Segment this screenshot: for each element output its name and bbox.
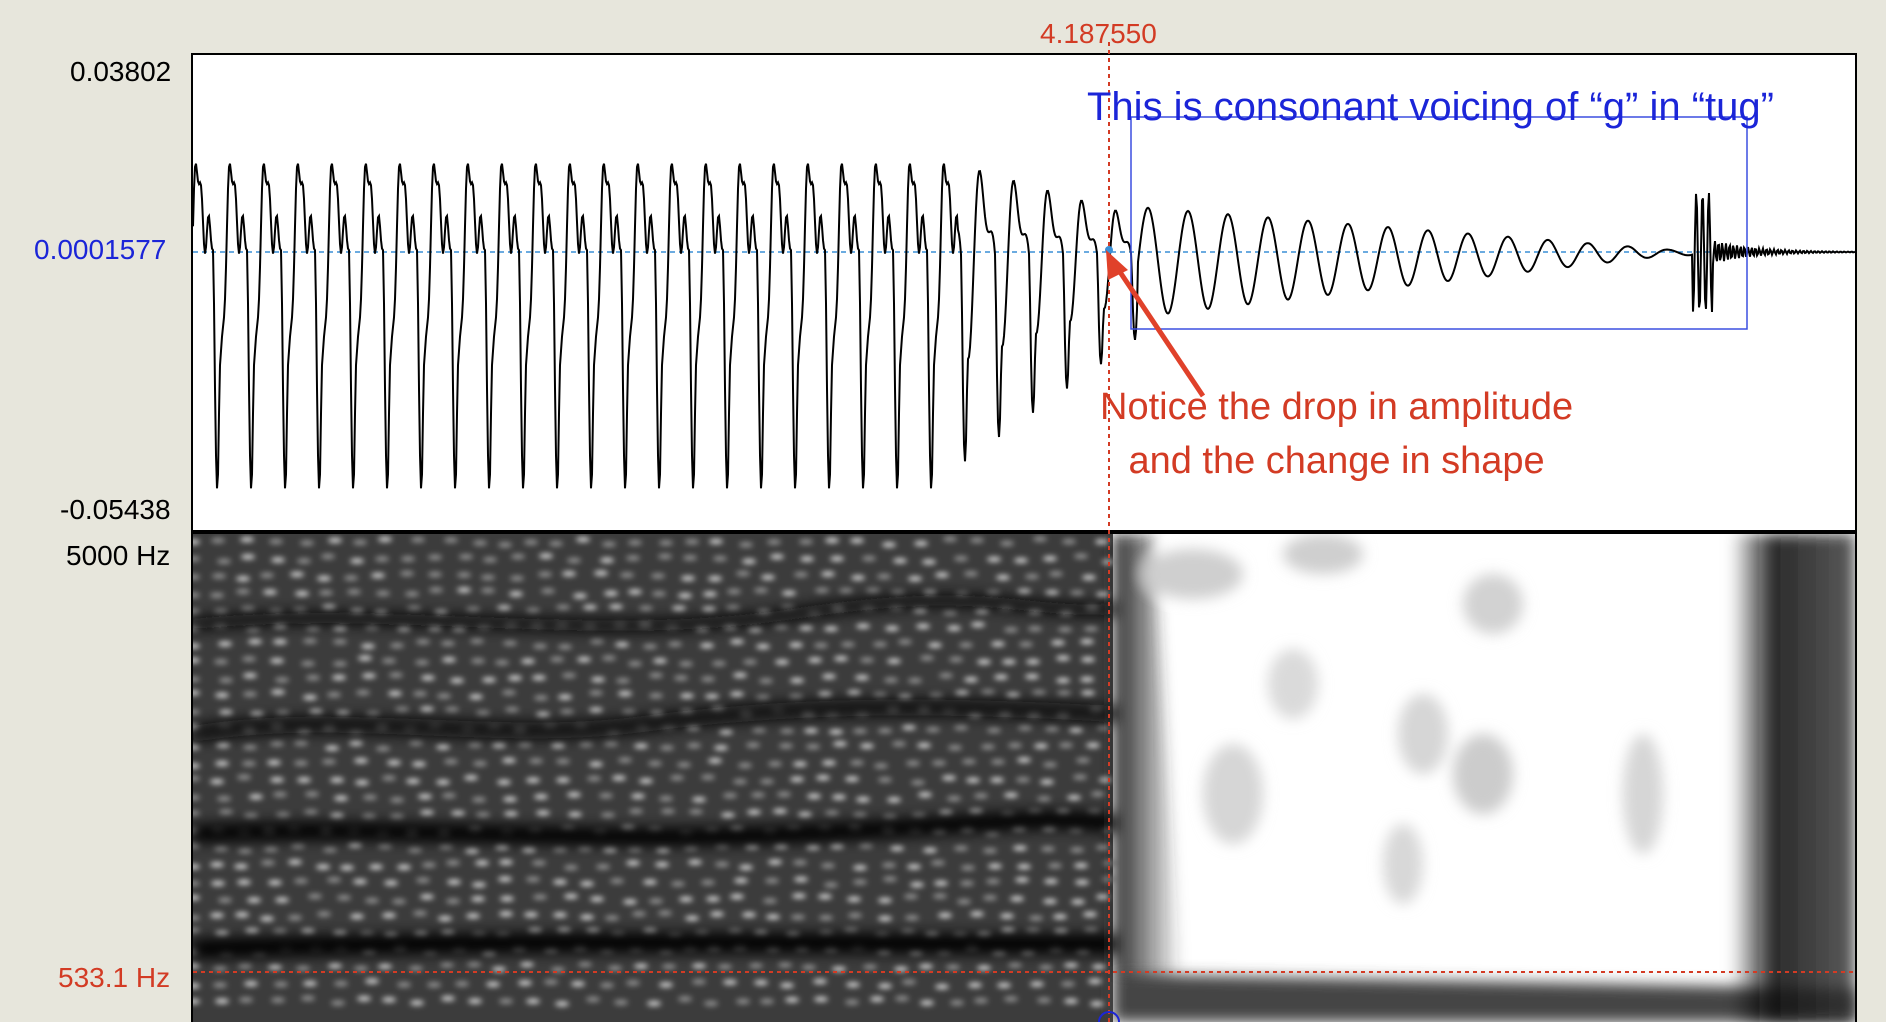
waveform-panel[interactable] xyxy=(191,53,1857,532)
amplitude-annotation-line2: and the change in shape xyxy=(1128,440,1545,482)
amplitude-annotation-line1: Notice the drop in amplitude xyxy=(1100,386,1574,428)
waveform-y-zero-label: 0.0001577 xyxy=(34,234,167,265)
voicing-highlight-box xyxy=(1130,116,1748,330)
voicing-annotation: This is consonant voicing of “g” in “tug… xyxy=(1087,85,1774,129)
spectrogram-y-max-label: 5000 Hz xyxy=(66,540,171,571)
amplitude-annotation: Notice the drop in amplitude and the cha… xyxy=(1100,380,1573,488)
waveform-plot xyxy=(193,116,1855,489)
release-burst xyxy=(1731,534,1855,1022)
waveform-trace xyxy=(193,163,1855,489)
spectrogram-image xyxy=(193,534,1855,1022)
spectrogram-cursor-freq-label: 533.1 Hz xyxy=(58,962,171,993)
formant-bands xyxy=(193,534,1855,1022)
cursor-time-label: 4.187550 xyxy=(1040,18,1157,49)
waveform-y-max-label: 0.03802 xyxy=(70,56,172,87)
waveform-y-min-label: -0.05438 xyxy=(60,494,171,525)
spectrogram-panel[interactable] xyxy=(191,532,1857,1022)
